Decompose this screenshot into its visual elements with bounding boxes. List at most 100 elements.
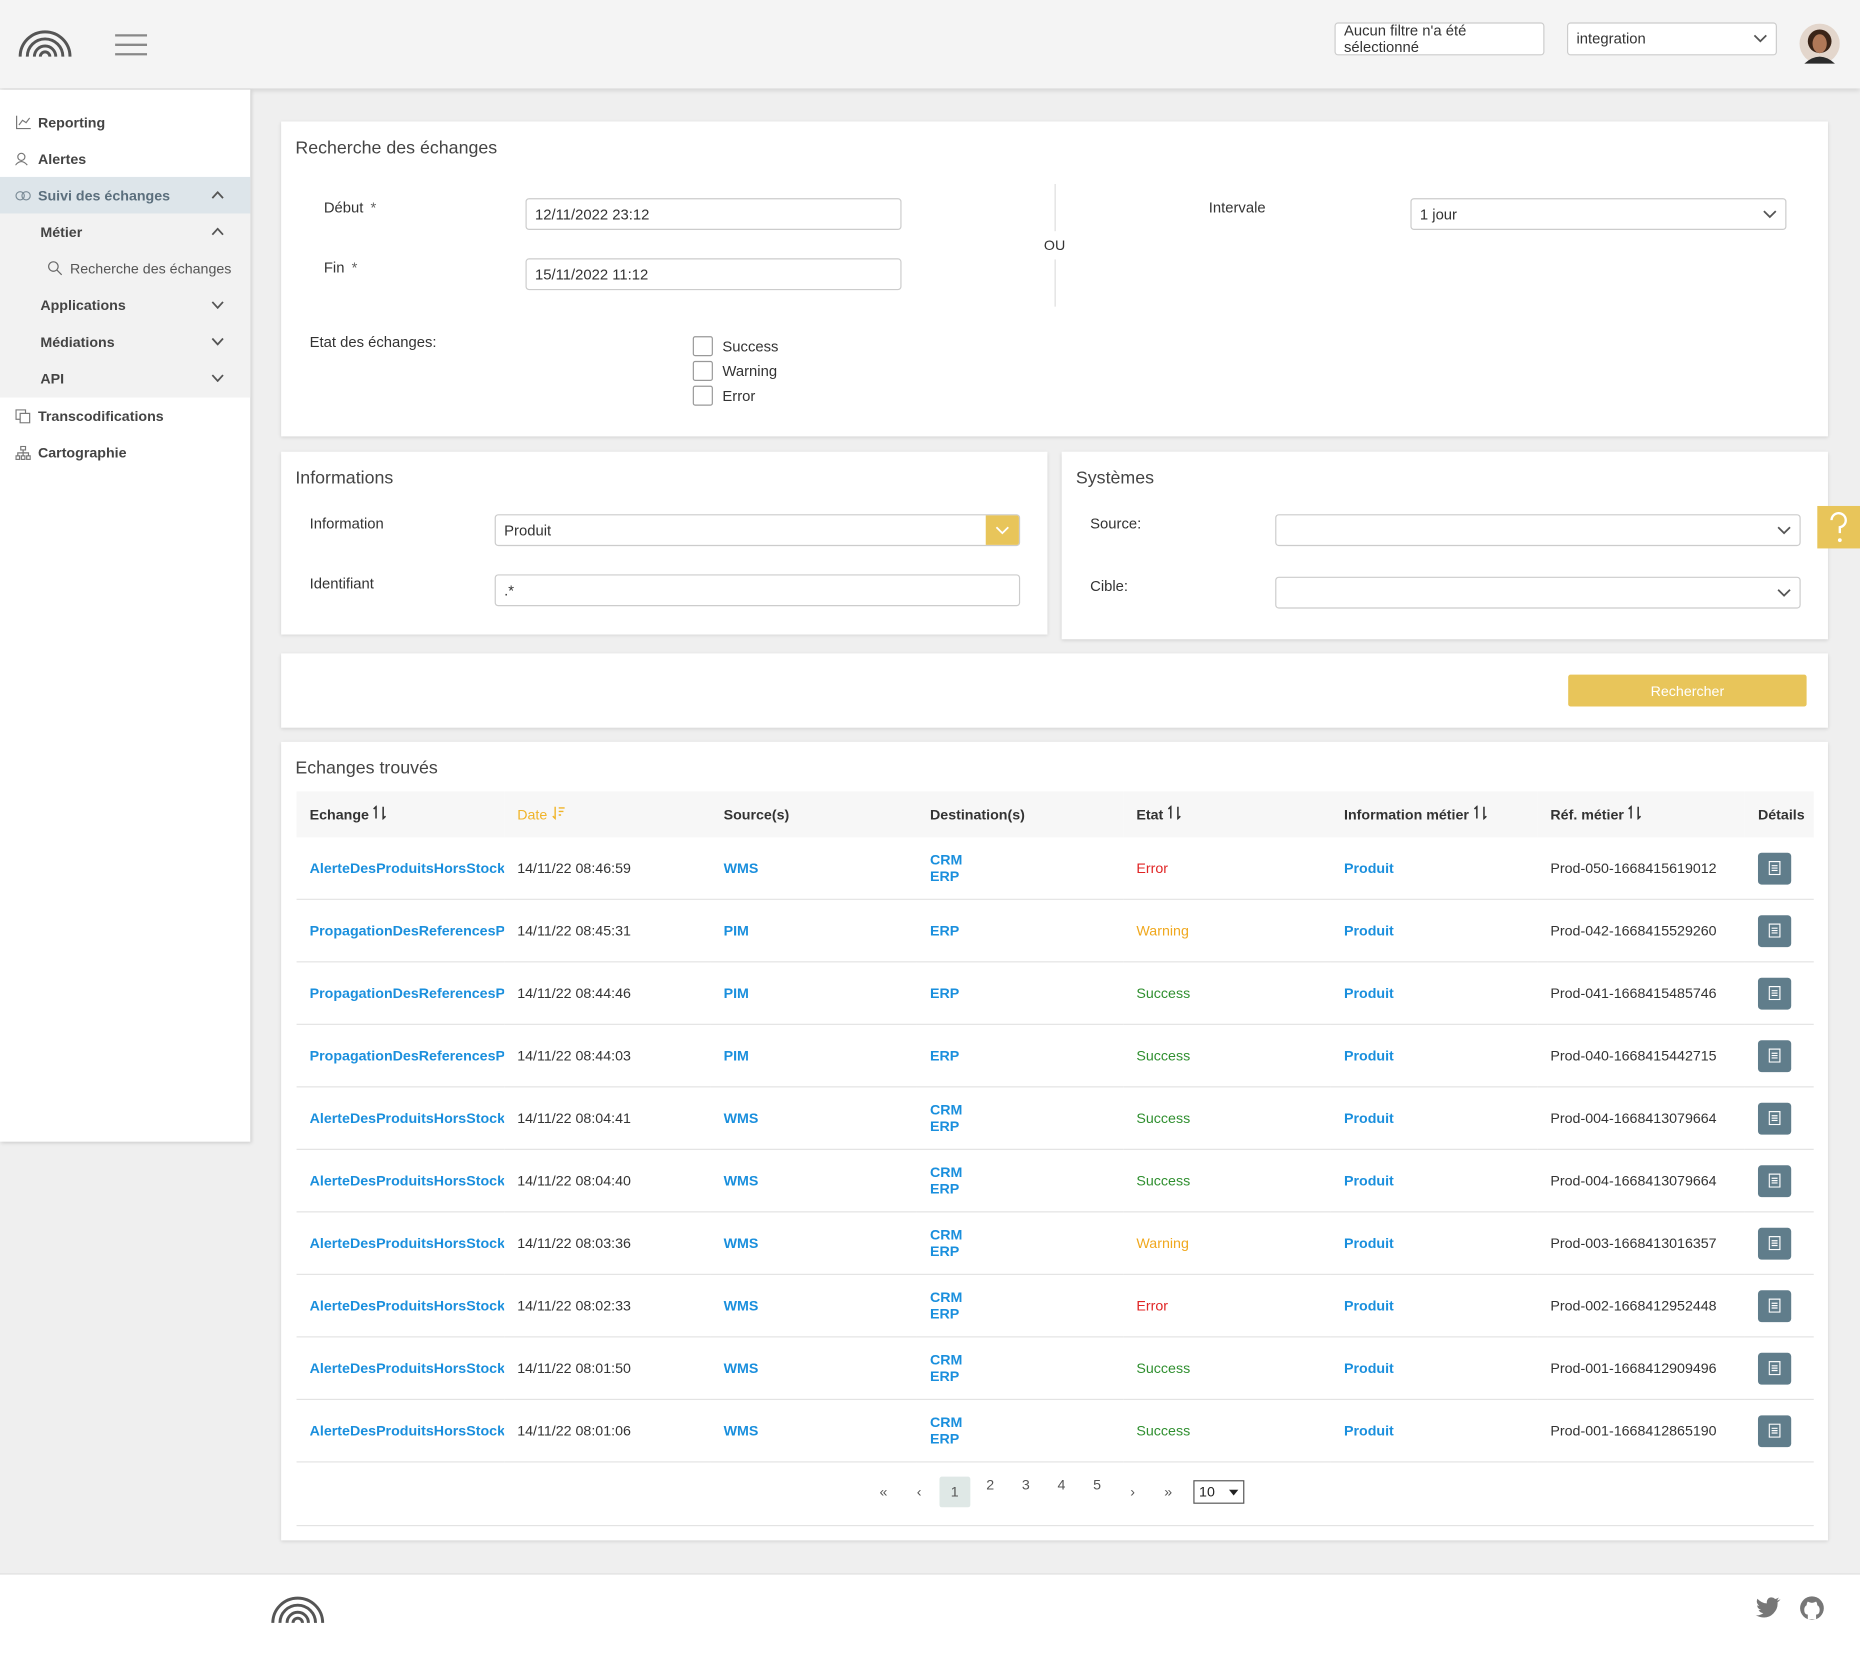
target-select[interactable] (1275, 576, 1801, 609)
details-button[interactable] (1757, 1414, 1792, 1447)
information-link[interactable]: Produit (1343, 984, 1394, 1002)
filter-box[interactable]: Aucun filtre n'a été sélectionné (1334, 22, 1545, 55)
source-link[interactable]: WMS (723, 1109, 759, 1127)
prev-page[interactable]: ‹ (916, 1483, 922, 1501)
exchange-link[interactable]: AlerteDesProduitsHorsStock (309, 1172, 505, 1189)
menu-item[interactable]: Cartographie (0, 434, 250, 471)
information-link[interactable]: Produit (1343, 1422, 1394, 1439)
destination-link[interactable]: ERP (929, 1118, 960, 1135)
page-number[interactable]: 1 (939, 1476, 971, 1508)
destination-link[interactable]: ERP (929, 1047, 960, 1064)
source-link[interactable]: WMS (723, 1172, 759, 1189)
destination-link[interactable]: CRM (929, 1351, 963, 1369)
destination-link[interactable]: CRM (929, 1289, 963, 1306)
environment-select[interactable]: integration (1566, 22, 1777, 56)
checkbox[interactable]: Warning (692, 359, 779, 384)
destination-link[interactable]: ERP (929, 1430, 960, 1448)
details-button[interactable] (1757, 852, 1792, 884)
page-number[interactable]: 2 (986, 1476, 995, 1494)
menu-item[interactable]: Métier (0, 213, 250, 250)
start-input[interactable]: 12/11/2022 23:12 (525, 198, 902, 230)
interval-select[interactable]: 1 jour (1410, 198, 1787, 230)
exchange-link[interactable]: PropagationDesReferencesPro (309, 922, 505, 939)
exchange-link[interactable]: AlerteDesProduitsHorsStock (309, 1109, 505, 1127)
exchange-link[interactable]: AlerteDesProduitsHorsStock (309, 1234, 505, 1252)
menu-item[interactable]: API (0, 360, 250, 397)
information-link[interactable]: Produit (1343, 1172, 1394, 1189)
destination-link[interactable]: CRM (929, 1101, 963, 1119)
menu-item-active[interactable]: Suivi des échanges (0, 176, 251, 214)
avatar[interactable] (1799, 23, 1840, 64)
information-link[interactable]: Produit (1343, 1109, 1394, 1127)
menu-item[interactable]: Recherche des échanges (0, 250, 250, 287)
exchange-link[interactable]: AlerteDesProduitsHorsStock (309, 1297, 505, 1314)
page-number[interactable]: 4 (1057, 1476, 1066, 1494)
source-link[interactable]: WMS (723, 1359, 759, 1377)
information-link[interactable]: Produit (1343, 922, 1394, 939)
first-page[interactable]: « (879, 1483, 888, 1501)
column-header[interactable]: Etat (1123, 791, 1331, 838)
column-header[interactable]: Information métier (1330, 791, 1538, 838)
destination-link[interactable]: ERP (929, 868, 960, 885)
page-number[interactable]: 5 (1093, 1476, 1101, 1494)
source-link[interactable]: PIM (723, 1047, 749, 1064)
details-button[interactable] (1757, 977, 1792, 1010)
search-button[interactable]: Rechercher (1568, 674, 1807, 707)
menu-item[interactable]: Alertes (0, 140, 250, 177)
destination-link[interactable]: ERP (929, 1243, 960, 1260)
destination-link[interactable]: ERP (929, 1305, 960, 1323)
details-button[interactable] (1757, 914, 1792, 947)
checkbox[interactable]: Success (692, 334, 778, 359)
source-link[interactable]: WMS (723, 1234, 759, 1252)
source-link[interactable]: PIM (723, 984, 749, 1002)
information-link[interactable]: Produit (1343, 859, 1394, 877)
next-page[interactable]: › (1130, 1483, 1135, 1501)
details-button[interactable] (1757, 1289, 1792, 1322)
source-link[interactable]: PIM (723, 922, 749, 939)
menu-item[interactable]: Médiations (0, 323, 250, 360)
page-number[interactable]: 3 (1021, 1476, 1030, 1494)
information-select[interactable]: Produit (494, 514, 1021, 547)
twitter-icon[interactable] (1755, 1597, 1782, 1618)
destination-link[interactable]: CRM (929, 1414, 963, 1431)
column-header[interactable]: Date (504, 791, 711, 838)
page-size-select[interactable]: 10 (1193, 1480, 1245, 1504)
exchange-link[interactable]: AlerteDesProduitsHorsStock (309, 859, 505, 877)
details-button[interactable] (1757, 1352, 1792, 1385)
exchange-link[interactable]: PropagationDesReferencesPro (309, 1047, 505, 1064)
details-button[interactable] (1757, 1227, 1792, 1260)
menu-item[interactable]: Transcodifications (0, 397, 250, 434)
github-icon[interactable] (1799, 1596, 1824, 1621)
destination-link[interactable]: ERP (929, 1368, 960, 1385)
identifier-input[interactable]: .* (494, 574, 1021, 607)
menu-toggle[interactable] (115, 33, 148, 57)
destination-link[interactable]: ERP (929, 984, 960, 1002)
source-select[interactable] (1275, 514, 1801, 547)
checkbox[interactable]: Error (692, 383, 779, 408)
destination-link[interactable]: CRM (929, 1164, 963, 1181)
details-button[interactable] (1757, 1039, 1792, 1072)
help-tab[interactable] (1817, 505, 1860, 549)
destination-link[interactable]: ERP (929, 922, 960, 939)
last-page[interactable]: » (1164, 1483, 1173, 1501)
end-input[interactable]: 15/11/2022 11:12 (525, 258, 902, 291)
menu-item[interactable]: Reporting (0, 104, 250, 141)
destination-link[interactable]: ERP (929, 1180, 960, 1198)
information-link[interactable]: Produit (1343, 1047, 1394, 1064)
details-button[interactable] (1757, 1164, 1792, 1197)
source-link[interactable]: WMS (723, 1422, 759, 1439)
exchange-link[interactable]: PropagationDesReferencesPro (309, 984, 505, 1002)
source-link[interactable]: WMS (723, 859, 759, 877)
information-link[interactable]: Produit (1343, 1297, 1394, 1314)
column-header[interactable]: Echange (296, 791, 505, 838)
information-link[interactable]: Produit (1343, 1234, 1394, 1252)
information-link[interactable]: Produit (1343, 1359, 1394, 1377)
exchange-link[interactable]: AlerteDesProduitsHorsStock (309, 1422, 505, 1439)
column-header[interactable]: Réf. métier (1537, 791, 1745, 838)
destination-link[interactable]: CRM (929, 851, 963, 869)
destination-link[interactable]: CRM (929, 1226, 963, 1244)
details-button[interactable] (1757, 1102, 1792, 1135)
menu-item[interactable]: Applications (0, 287, 250, 324)
exchange-link[interactable]: AlerteDesProduitsHorsStock (309, 1359, 505, 1377)
source-link[interactable]: WMS (723, 1297, 759, 1314)
